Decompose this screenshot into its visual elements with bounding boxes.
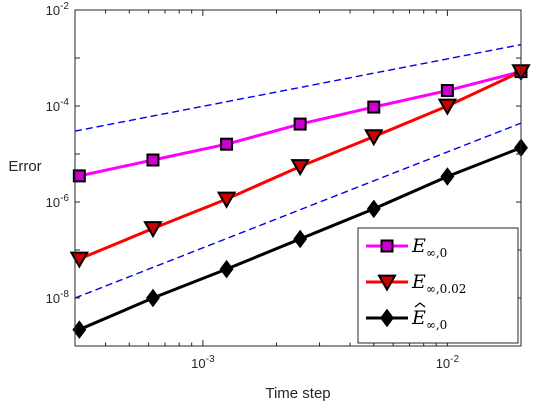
y-axis-ticks: 10-8 10-6 10-4 10-2 — [46, 1, 521, 347]
plot-frame — [74, 9, 522, 347]
y-axis-label: Error — [8, 158, 41, 175]
data-point-s3-4 — [293, 229, 308, 249]
x-tick-label-2: 10-2 — [436, 354, 460, 371]
data-point-s1-4 — [293, 117, 307, 131]
data-point-s2-2 — [143, 221, 163, 239]
data-point-s2-6 — [437, 98, 458, 116]
data-point-s1-3 — [220, 137, 234, 151]
legend-label-2: E∞,0.02 — [411, 271, 466, 296]
x-axis-label: Time step — [265, 385, 330, 402]
data-point-s3-2 — [146, 288, 160, 308]
legend: E∞,0 E∞,0.02 E∞,0 — [357, 227, 519, 344]
legend-marker-1 — [380, 239, 394, 253]
legend-label-3: E∞,0 — [411, 307, 447, 332]
reference-lines — [75, 43, 521, 299]
data-point-s2-4 — [290, 159, 310, 177]
data-point-s2-5 — [364, 129, 384, 147]
data-point-s3-5 — [366, 199, 381, 219]
y-tick-label-1: 10-8 — [46, 289, 70, 306]
y-tick-label-3: 10-4 — [46, 97, 70, 114]
series-markers — [69, 64, 531, 339]
data-point-s3-6 — [440, 167, 455, 186]
data-point-s1-1 — [72, 169, 86, 183]
data-point-s3-3 — [219, 259, 234, 279]
data-point-s1-6 — [440, 84, 454, 98]
reference-line-2 — [75, 122, 521, 299]
reference-line-1 — [75, 43, 521, 132]
legend-label-1: E∞,0 — [411, 235, 447, 260]
y-tick-label-4: 10-2 — [46, 1, 70, 18]
data-point-s1-2 — [146, 153, 160, 167]
legend-marker-2 — [377, 274, 397, 292]
legend-hat-3 — [414, 302, 426, 308]
y-tick-label-2: 10-6 — [46, 193, 70, 210]
data-point-s1-5 — [367, 100, 381, 114]
data-point-s2-3 — [216, 191, 237, 209]
x-tick-label-1: 10-3 — [191, 354, 215, 371]
legend-marker-3 — [380, 308, 394, 328]
